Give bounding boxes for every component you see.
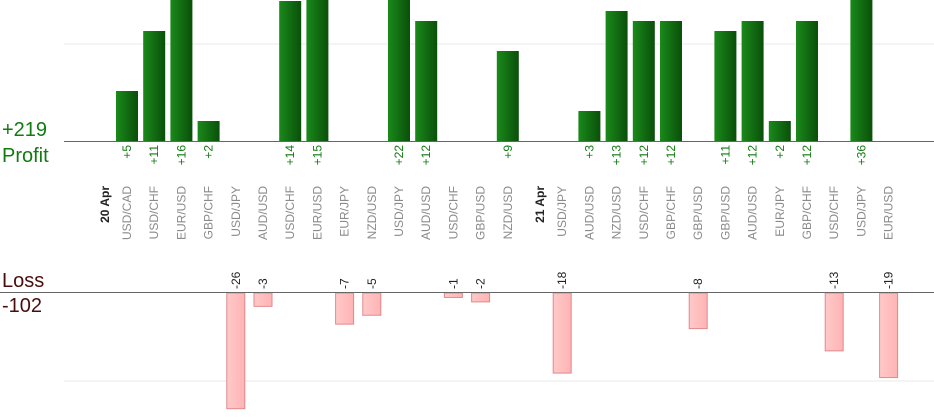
category-tick-label: USD/CHF (446, 186, 460, 239)
category-tick-label: GBP/CHF (664, 186, 678, 239)
profit-value-label: +36 (854, 145, 868, 166)
category-tick-label: GBP/CHF (202, 186, 216, 239)
profit-bar (714, 31, 737, 141)
category-tick-label: USD/JPY (392, 186, 406, 237)
category-tick-label: USD/CAD (120, 186, 134, 240)
category-tick-label: USD/CHF (637, 186, 651, 239)
profit-bar (279, 1, 302, 141)
profit-value-label: +3 (582, 145, 596, 159)
loss-bars (226, 292, 899, 410)
profit-value-label: +11 (718, 145, 732, 165)
profit-bar (143, 31, 166, 141)
category-tick-label: USD/CHF (147, 186, 161, 239)
profit-bar (632, 21, 655, 141)
profit-bar (496, 51, 519, 141)
loss-bar (443, 292, 463, 298)
profit-label: Profit (2, 145, 49, 167)
loss-bar (335, 292, 355, 325)
loss-value-label: -19 (882, 271, 896, 289)
total-loss-value: -102 (2, 295, 43, 317)
date-label: 21 Apr (533, 186, 547, 223)
profit-bar (605, 11, 628, 141)
category-tick-label: EUR/JPY (773, 186, 787, 237)
profit-bar (741, 21, 764, 141)
profit-value-label: +22 (392, 145, 406, 166)
category-tick-label: GBP/CHF (800, 186, 814, 239)
profit-bar (170, 0, 193, 141)
profit-value-label: +9 (501, 145, 515, 159)
profit-bar (850, 0, 873, 141)
loss-value-label: -26 (229, 271, 243, 289)
total-profit-value: +219 (2, 119, 48, 141)
profit-value-label: +2 (773, 145, 787, 159)
profit-value-label: +12 (419, 145, 433, 166)
profit-value-label: +14 (283, 145, 297, 166)
loss-value-label: -2 (474, 278, 488, 289)
profit-value-label: +12 (664, 145, 678, 166)
category-tick-label: USD/CHF (283, 186, 297, 239)
category-tick-label: USD/JPY (854, 186, 868, 237)
loss-value-label: -7 (338, 278, 352, 289)
loss-bar (253, 292, 273, 307)
loss-value-label: -3 (256, 278, 270, 289)
loss-label: Loss (2, 270, 45, 292)
category-tick-label: USD/JPY (555, 186, 569, 237)
profit-bar (796, 21, 818, 141)
loss-bar (226, 292, 246, 410)
category-labels: +5 USD/CAD 20 Apr +11 USD/CHF +16 EUR/USD +2 GBP… (98, 145, 896, 289)
profit-value-label: +13 (610, 145, 624, 166)
loss-bar (362, 292, 382, 316)
category-tick-label: AUD/USD (256, 186, 270, 240)
profit-bar (415, 21, 438, 141)
category-tick-label: AUD/USD (746, 186, 760, 240)
profit-value-label: +15 (310, 145, 324, 166)
loss-bar (824, 292, 844, 352)
loss-value-label: -1 (446, 278, 460, 289)
date-label: 20 Apr (98, 186, 112, 223)
category-tick-label: NZD/USD (365, 186, 379, 240)
category-tick-label: EUR/USD (882, 186, 896, 240)
profit-value-label: +5 (120, 145, 134, 159)
loss-bar (471, 292, 491, 303)
profit-bar (116, 91, 138, 141)
category-tick-label: AUD/USD (419, 186, 433, 240)
loss-value-label: -5 (365, 278, 379, 289)
category-tick-label: AUD/USD (582, 186, 596, 240)
category-tick-label: GBP/USD (691, 186, 705, 240)
category-tick-label: EUR/USD (174, 186, 188, 240)
loss-bar (552, 292, 572, 374)
profit-value-label: +12 (637, 145, 651, 166)
profit-bar (197, 121, 220, 141)
profit-bar (768, 121, 791, 141)
profit-value-label: +2 (202, 145, 216, 159)
category-tick-label: USD/JPY (229, 186, 243, 237)
profit-value-label: +11 (147, 145, 161, 165)
category-tick-label: EUR/USD (310, 186, 324, 240)
profit-value-label: +16 (174, 145, 188, 166)
category-tick-label: USD/CHF (827, 186, 841, 239)
profit-bars (116, 0, 873, 141)
profit-value-label: +12 (746, 145, 760, 166)
category-tick-label: GBP/USD (718, 186, 732, 240)
category-tick-label: GBP/USD (474, 186, 488, 240)
profit-value-label: +12 (800, 145, 814, 166)
loss-value-label: -18 (555, 271, 569, 289)
profit-bar (388, 0, 410, 141)
category-tick-label: EUR/JPY (338, 186, 352, 237)
profit-bar (306, 0, 329, 141)
loss-bar (688, 292, 708, 330)
category-tick-label: NZD/USD (501, 186, 515, 240)
loss-value-label: -13 (827, 271, 841, 289)
loss-value-label: -8 (691, 278, 705, 289)
profit-bar (660, 21, 682, 141)
axes (0, 141, 934, 293)
loss-bar (879, 292, 899, 379)
category-tick-label: NZD/USD (610, 186, 624, 240)
profit-bar (578, 111, 601, 141)
grid-lines (64, 43, 934, 382)
